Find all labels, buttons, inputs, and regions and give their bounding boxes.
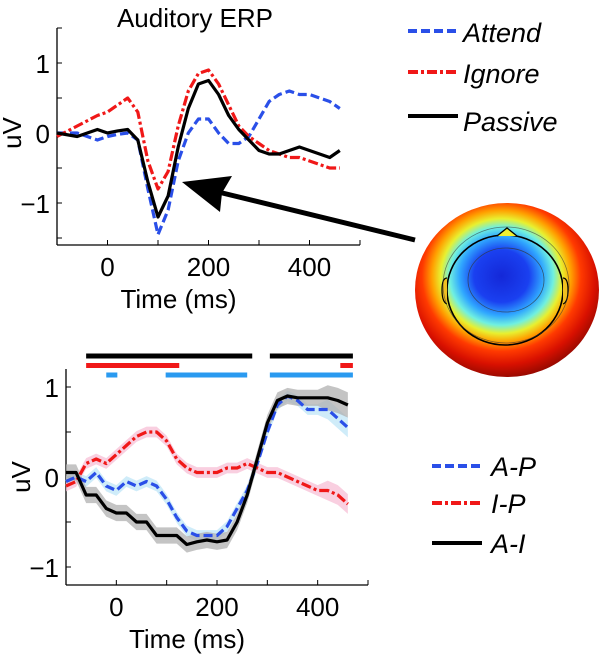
legend-label-a-p: A-P [489, 452, 536, 482]
nose-icon [496, 227, 518, 237]
legend-label-ignore: Ignore [463, 59, 540, 89]
arrow-head [182, 176, 232, 212]
y-axis-label: uV [6, 460, 36, 492]
bottom-chart: 0 200 400 −1 0 1 Time (ms) uV [6, 353, 369, 654]
y-axis-label: uV [0, 116, 27, 148]
y-tick-label: 0 [45, 463, 59, 493]
x-tick-label: 0 [109, 592, 123, 622]
top-chart: 0 200 400 −1 0 1 Time (ms) uV Auditory ERP [0, 3, 361, 314]
series-line-passive [56, 78, 341, 219]
x-axis-label: Time (ms) [129, 624, 245, 654]
top-legend: Attend Ignore Passive [408, 18, 558, 137]
chart-title: Auditory ERP [117, 3, 273, 33]
x-tick-label: 0 [100, 252, 114, 282]
legend-label-attend: Attend [461, 18, 542, 48]
y-tick-label: −1 [20, 189, 50, 219]
x-tick-label: 200 [187, 252, 230, 282]
annotation-arrow [182, 176, 416, 243]
legend-label-a-i: A-I [489, 529, 526, 559]
series-line-a-i [66, 394, 349, 547]
bottom-legend: A-P I-P A-I [432, 452, 536, 559]
y-tick-label: −1 [29, 553, 59, 583]
x-tick-label: 200 [195, 592, 238, 622]
arrow-shaft [209, 187, 416, 243]
scalp-topography [415, 203, 599, 377]
y-tick-label: 1 [45, 373, 59, 403]
series-line-i-p [65, 430, 349, 506]
legend-label-passive: Passive [463, 107, 558, 137]
x-tick-label: 400 [296, 592, 339, 622]
series-line-attend [57, 89, 341, 237]
y-tick-label: 1 [36, 49, 50, 79]
ear-right-icon [562, 277, 569, 305]
error-band-a-i [66, 385, 348, 553]
series-line-ignore [56, 68, 340, 191]
legend-label-i-p: I-P [491, 489, 526, 519]
series-line-a-p [65, 394, 349, 538]
x-axis-label: Time (ms) [120, 284, 236, 314]
contour-line [467, 247, 545, 313]
contour-line [442, 226, 570, 344]
error-band-i-p [66, 426, 348, 514]
x-tick-label: 400 [288, 252, 331, 282]
y-tick-label: 0 [36, 119, 50, 149]
